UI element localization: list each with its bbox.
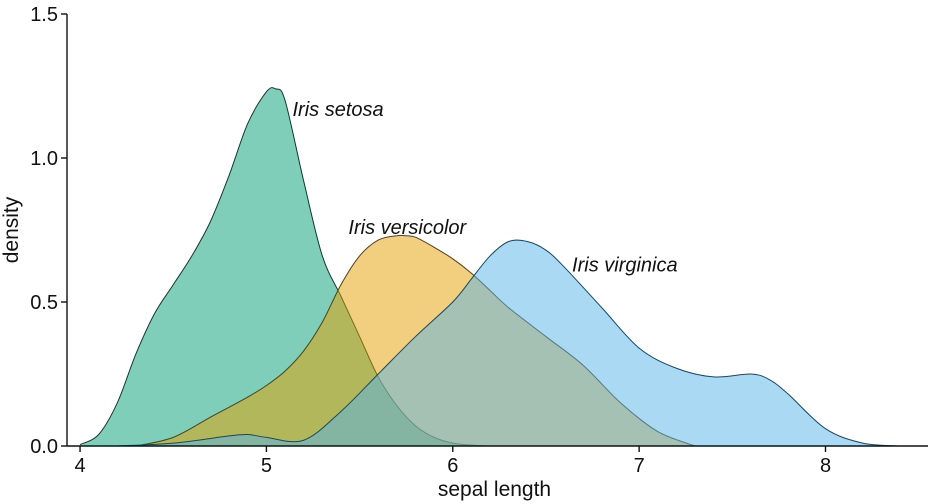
x-tick-label: 5 xyxy=(261,455,272,477)
y-tick-label: 0.5 xyxy=(30,292,58,314)
x-tick-label: 6 xyxy=(447,455,458,477)
x-tick-label: 7 xyxy=(634,455,645,477)
x-ticks: 4 5 6 7 8 xyxy=(74,446,831,477)
area-iris-setosa xyxy=(80,87,491,446)
annotation-iris-virginica: Iris virginica xyxy=(572,255,678,277)
axes: 4 5 6 7 8 0.0 0.5 1.0 1.5 xyxy=(30,4,928,477)
plot-areas xyxy=(79,87,901,447)
line-iris-virginica xyxy=(117,239,901,447)
annotations: Iris setosa Iris versicolor Iris virginica xyxy=(293,99,678,277)
y-tick-label: 0.0 xyxy=(30,436,58,458)
area-iris-virginica xyxy=(117,240,901,446)
annotation-iris-versicolor: Iris versicolor xyxy=(348,217,467,239)
x-tick-label: 8 xyxy=(820,455,831,477)
x-axis-title: sepal length xyxy=(438,478,551,501)
y-axis-title: density xyxy=(0,196,23,263)
y-tick-label: 1.0 xyxy=(30,148,58,170)
y-ticks: 0.0 0.5 1.0 1.5 xyxy=(30,4,67,458)
x-tick-label: 4 xyxy=(74,455,85,477)
y-tick-label: 1.5 xyxy=(30,4,58,26)
annotation-iris-setosa: Iris setosa xyxy=(293,99,384,121)
